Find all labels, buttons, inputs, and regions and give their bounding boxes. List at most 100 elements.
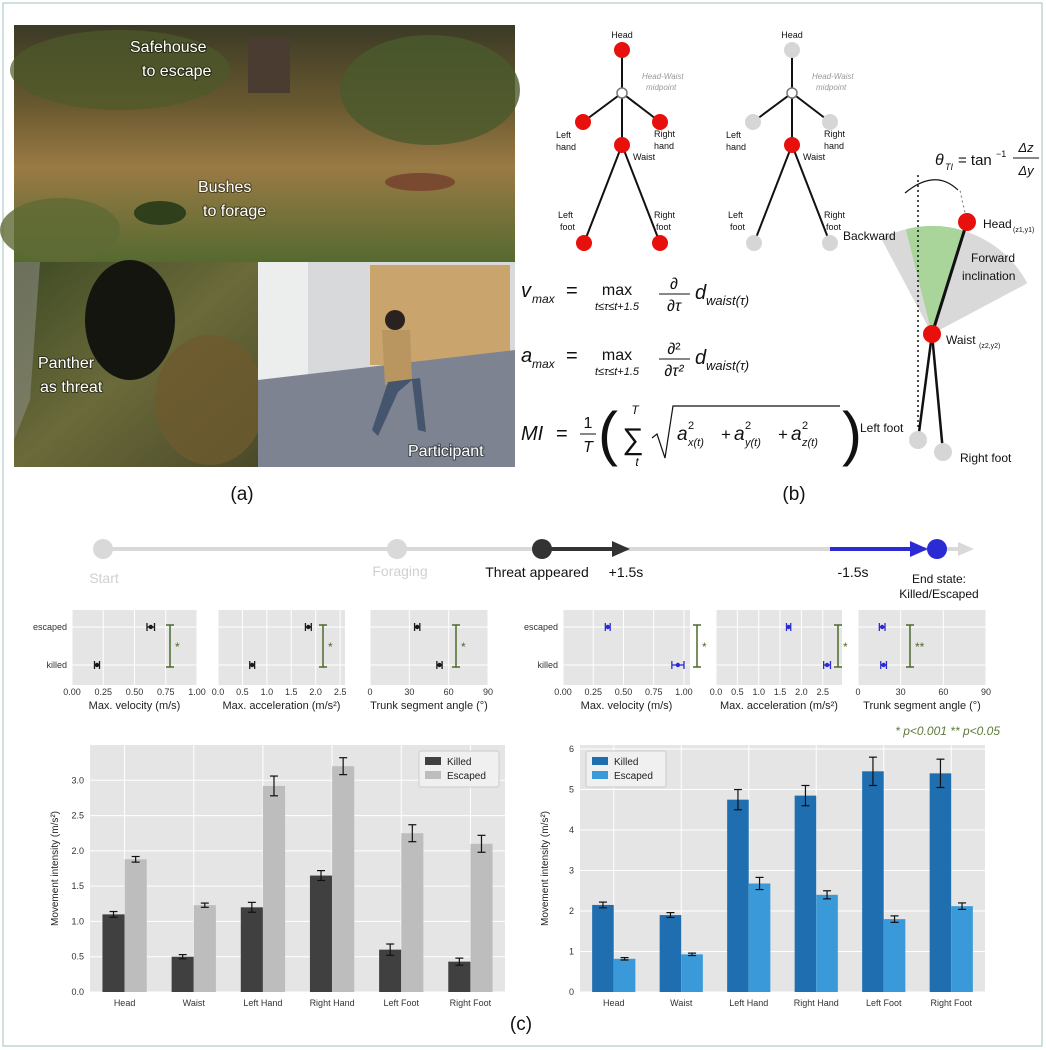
x-tick-label: 0.00 <box>63 687 81 697</box>
joint <box>652 235 668 251</box>
dot <box>606 625 610 629</box>
equation-text: max <box>532 292 556 306</box>
equation-text: ∑ <box>622 423 643 456</box>
bar <box>102 914 124 992</box>
bar <box>172 957 194 992</box>
joint <box>822 235 838 251</box>
x-tick-label: Right Foot <box>450 998 492 1008</box>
joint <box>652 114 668 130</box>
y-tick-label: 1.5 <box>71 881 84 891</box>
joint-label: foot <box>826 222 842 232</box>
joint-label: Head <box>781 30 803 40</box>
dot <box>95 663 99 667</box>
joint <box>923 325 941 343</box>
legend-swatch <box>592 757 608 765</box>
y-tick-label: 2.0 <box>71 846 84 856</box>
dot <box>306 625 310 629</box>
timeline-point <box>387 539 407 559</box>
bar <box>727 800 749 992</box>
joint-label: hand <box>824 141 844 151</box>
x-tick-label: 0 <box>855 687 860 697</box>
joint-label: midpoint <box>646 83 677 92</box>
y-tick-label: 2.5 <box>71 811 84 821</box>
significance-label: * <box>328 640 333 654</box>
joint-label: Right <box>824 129 846 139</box>
x-tick-label: 1.0 <box>261 687 274 697</box>
equation-text: + <box>721 425 731 444</box>
joint <box>784 137 800 153</box>
equation-text: z(t) <box>801 437 818 449</box>
joint-label: foot <box>560 222 576 232</box>
equation-text: θ <box>935 152 944 169</box>
y-tick-label: 0.5 <box>71 952 84 962</box>
scene-label: Panther <box>38 355 95 372</box>
equation-text: 1 <box>584 415 593 432</box>
timeline-label: +1.5s <box>609 564 644 580</box>
y-tick-label: 3 <box>569 866 574 876</box>
footnote: * p<0.001 ** p<0.05 <box>895 724 1000 738</box>
dot <box>880 625 884 629</box>
x-tick-label: 0 <box>367 687 372 697</box>
joint <box>576 235 592 251</box>
joint-label: Head <box>611 30 633 40</box>
page: Safehouseto escapeBushesto foragePanther… <box>0 0 1046 1050</box>
x-tick-label: 1.5 <box>774 687 787 697</box>
y-tick-label: 3.0 <box>71 775 84 785</box>
bar <box>816 895 838 992</box>
equation-text: 2 <box>688 420 694 432</box>
bar <box>470 844 492 992</box>
bar <box>930 773 952 992</box>
equation-text: ∂ <box>670 276 678 293</box>
x-tick-label: Left Hand <box>243 998 282 1008</box>
significance-label: * <box>461 640 466 654</box>
x-tick-label: 0.50 <box>126 687 144 697</box>
x-tick-label: 1.0 <box>752 687 765 697</box>
joint <box>822 114 838 130</box>
equation-text: = tan <box>958 152 992 169</box>
panel-caption: (c) <box>510 1014 532 1035</box>
scene-label: to escape <box>142 63 211 80</box>
x-tick-label: 0.00 <box>554 687 572 697</box>
x-tick-label: Right Hand <box>310 998 355 1008</box>
y-tick-label: 0.0 <box>71 987 84 997</box>
equation-text: waist(τ) <box>706 358 749 373</box>
bar <box>310 876 332 992</box>
y-axis-label: Movement intensity (m/s²) <box>540 811 551 926</box>
x-tick-label: Left Hand <box>729 998 768 1008</box>
equation-text: max <box>602 347 632 364</box>
y-tick-label: escaped <box>524 622 558 632</box>
equation-text: a <box>521 345 532 367</box>
significance-label: * <box>175 640 180 654</box>
joint-label: Head-Waist <box>642 72 684 81</box>
scene-label: as threat <box>40 379 103 396</box>
scene-label: to forage <box>203 203 266 220</box>
joint-label: midpoint <box>816 83 847 92</box>
y-tick-label: 0 <box>569 987 574 997</box>
timeline-label: End state: <box>912 572 966 586</box>
y-axis-label: Movement intensity (m/s²) <box>50 811 61 926</box>
equation-text: + <box>778 425 788 444</box>
x-tick-label: 1.00 <box>188 687 206 697</box>
x-tick-label: 0.5 <box>236 687 249 697</box>
equation-text: ∂τ <box>667 298 682 315</box>
joint <box>746 235 762 251</box>
legend-label: Killed <box>614 757 638 768</box>
equation-text: max <box>602 282 632 299</box>
joint-label: Head-Waist <box>812 72 854 81</box>
legend-swatch <box>425 757 441 765</box>
x-tick-label: 2.5 <box>817 687 830 697</box>
bar <box>749 883 771 992</box>
legend-label: Escaped <box>614 771 653 782</box>
joint-label: Left <box>726 130 742 140</box>
participant-head <box>385 310 405 330</box>
x-tick-label: 0.25 <box>584 687 602 697</box>
joint-label: Left <box>558 210 574 220</box>
dot <box>415 625 419 629</box>
diagram-label: Forward <box>971 251 1015 265</box>
equation-text: T <box>583 439 594 456</box>
joint <box>745 114 761 130</box>
joint <box>909 431 927 449</box>
y-tick-label: escaped <box>33 622 67 632</box>
bar <box>194 905 216 992</box>
x-tick-label: Waist <box>183 998 206 1008</box>
